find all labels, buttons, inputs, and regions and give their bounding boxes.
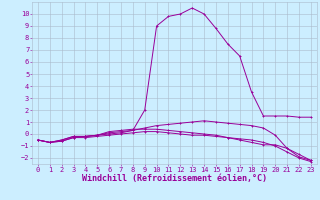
X-axis label: Windchill (Refroidissement éolien,°C): Windchill (Refroidissement éolien,°C) (82, 174, 267, 183)
